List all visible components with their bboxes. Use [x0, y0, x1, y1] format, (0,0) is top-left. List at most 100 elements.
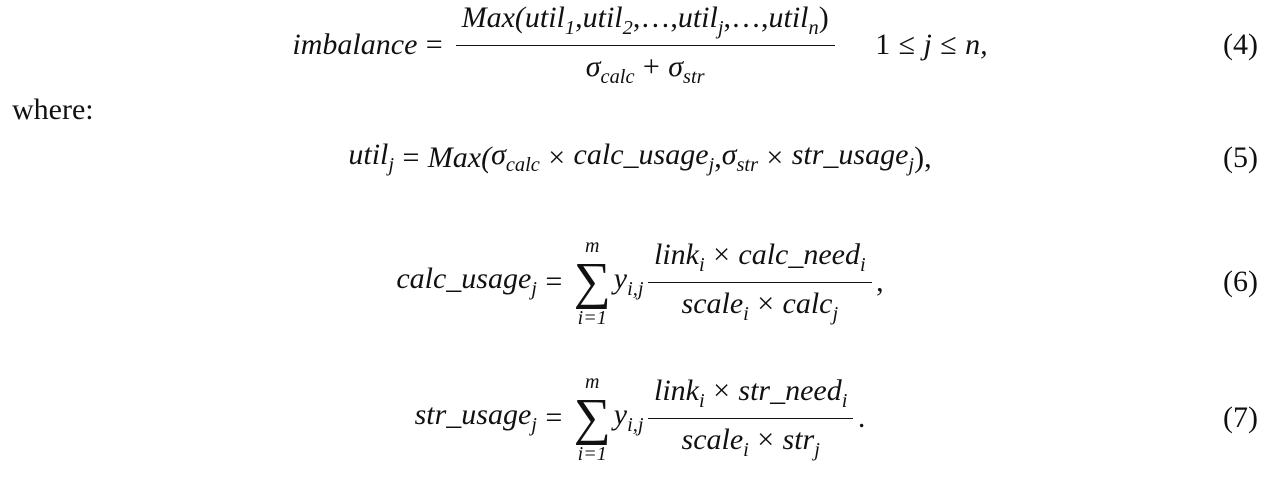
math-text: ,…, — [723, 1, 769, 35]
summation: m ∑ i=1 — [574, 372, 611, 464]
math-text: ) — [818, 1, 829, 35]
subscripted: utiln — [768, 1, 819, 39]
math-text: = — [545, 265, 563, 298]
math-subscript: n — [808, 17, 819, 40]
math-text: j — [923, 28, 932, 61]
equation-number: (7) — [1223, 401, 1258, 434]
equation: imbalance = Max(util1,util2,…,utilj,…,util… — [0, 0, 1280, 90]
sum-lower: i=1 — [577, 443, 607, 465]
subscripted: utilj — [678, 1, 724, 39]
math-base: str_need — [738, 374, 842, 408]
math-base: σ — [668, 49, 684, 83]
math-subscript: str — [683, 65, 705, 88]
where-text: where: — [12, 93, 94, 126]
subscripted: str_usagej — [792, 138, 914, 177]
numerator: linki × calc_needi — [648, 238, 872, 283]
sum-sign: ∑ — [573, 389, 611, 446]
math-base: y — [613, 262, 628, 296]
math-base: util — [582, 1, 623, 35]
numerator: Max(util1,util2,…,utilj,…,utiln) — [455, 1, 835, 46]
math-text: Max( — [461, 1, 525, 35]
math-base: util — [768, 1, 809, 35]
math-base: calc_usage — [396, 262, 532, 296]
math-subscript: j — [708, 154, 715, 177]
equation-body: str_usagej = m ∑ i=1 yi,j linki × str_needi scale… — [415, 372, 866, 464]
subscripted: scalei — [682, 287, 749, 325]
equation: utilj = Max(σcalc × calc_usagej, σstr × str_usa… — [0, 118, 1280, 198]
fraction: linki × calc_needi scalei × calcj — [648, 238, 872, 325]
math-base: σ — [491, 138, 506, 172]
math-base: util — [348, 138, 389, 172]
math-subscript: str — [736, 154, 759, 177]
math-text: = — [425, 28, 443, 61]
math-text: × — [766, 141, 784, 174]
math-text: 1 — [875, 28, 891, 61]
math-text: = — [545, 401, 563, 434]
denominator: scalei × calcj — [676, 283, 845, 326]
math-subscript: i — [743, 302, 749, 325]
fraction: Max(util1,util2,…,utilj,…,utiln) σcalc + σs… — [455, 1, 835, 89]
fraction: linki × str_needi scalei × strj — [648, 374, 854, 462]
math-subscript: calc — [505, 154, 540, 177]
math-subscript: j — [832, 302, 839, 325]
math-base: σ — [721, 138, 737, 172]
math-subscript: j — [908, 154, 915, 177]
math-base: calc_need — [738, 238, 860, 272]
math-subscript: i,j — [627, 414, 644, 437]
math-subscript: j — [388, 154, 395, 177]
text-line: where: — [0, 88, 1280, 132]
equation-body: utilj = Max(σcalc × calc_usagej, σstr × str_usa… — [348, 138, 931, 177]
subscripted: str_usagej — [415, 398, 537, 437]
math-base: link — [654, 374, 700, 408]
subscripted: σcalc — [491, 138, 540, 177]
math-text: × — [713, 238, 730, 272]
subscripted: scalei — [681, 422, 749, 461]
math-subscript: 1 — [564, 17, 576, 40]
equation-number: (6) — [1223, 265, 1258, 298]
subscripted: σstr — [722, 138, 758, 177]
math-text: imbalance — [292, 28, 418, 61]
math-subscript: i,j — [627, 278, 644, 301]
math-base: σ — [585, 49, 601, 83]
equation-number: (4) — [1223, 28, 1258, 61]
equation-body: imbalance = Max(util1,util2,…,utilj,…,util… — [292, 1, 987, 88]
math-text: . — [857, 401, 866, 434]
equation: str_usagej = m ∑ i=1 yi,j linki × str_needi scale… — [0, 358, 1280, 478]
subscripted: calcj — [783, 287, 839, 325]
math-base: link — [654, 238, 700, 272]
math-text: × — [757, 286, 775, 320]
math-text: , — [714, 141, 722, 174]
math-base: calc_usage — [573, 138, 709, 172]
math-base: str — [782, 422, 815, 456]
math-text: = — [402, 141, 420, 174]
math-text: Max( — [427, 141, 492, 174]
math-text: ≤ — [940, 28, 957, 61]
subscripted: linki — [654, 238, 705, 276]
equation-body: calc_usagej = m ∑ i=1 yi,j linki × calc_needi sca… — [396, 236, 883, 328]
subscripted: calc_usagej — [396, 262, 537, 301]
math-text: , — [575, 1, 583, 35]
math-text: n, — [965, 28, 988, 61]
math-text: ,…, — [632, 1, 678, 35]
subscripted: utilj — [348, 138, 394, 177]
denominator: scalei × strj — [676, 419, 826, 462]
denominator: σcalc + σstr — [580, 46, 711, 89]
math-subscript: 2 — [622, 17, 633, 40]
equation: calc_usagej = m ∑ i=1 yi,j linki × calc_needi sca… — [0, 222, 1280, 342]
math-subscript: i — [699, 254, 705, 277]
subscripted: σstr — [668, 49, 704, 88]
math-base: util — [524, 1, 565, 35]
subscripted: σcalc — [585, 49, 635, 88]
sum-upper: m — [584, 235, 600, 257]
math-text: × — [757, 422, 775, 456]
sum-upper: m — [584, 371, 600, 393]
math-subscript: i — [860, 254, 866, 277]
math-text: , — [876, 265, 884, 298]
summation: m ∑ i=1 — [574, 236, 611, 328]
subscripted: util2 — [582, 1, 633, 39]
sum-sign: ∑ — [573, 253, 611, 310]
subscripted: calc_needi — [738, 238, 865, 276]
subscripted: util1 — [524, 1, 575, 39]
math-text: ≤ — [898, 28, 916, 61]
math-base: scale — [681, 422, 744, 456]
